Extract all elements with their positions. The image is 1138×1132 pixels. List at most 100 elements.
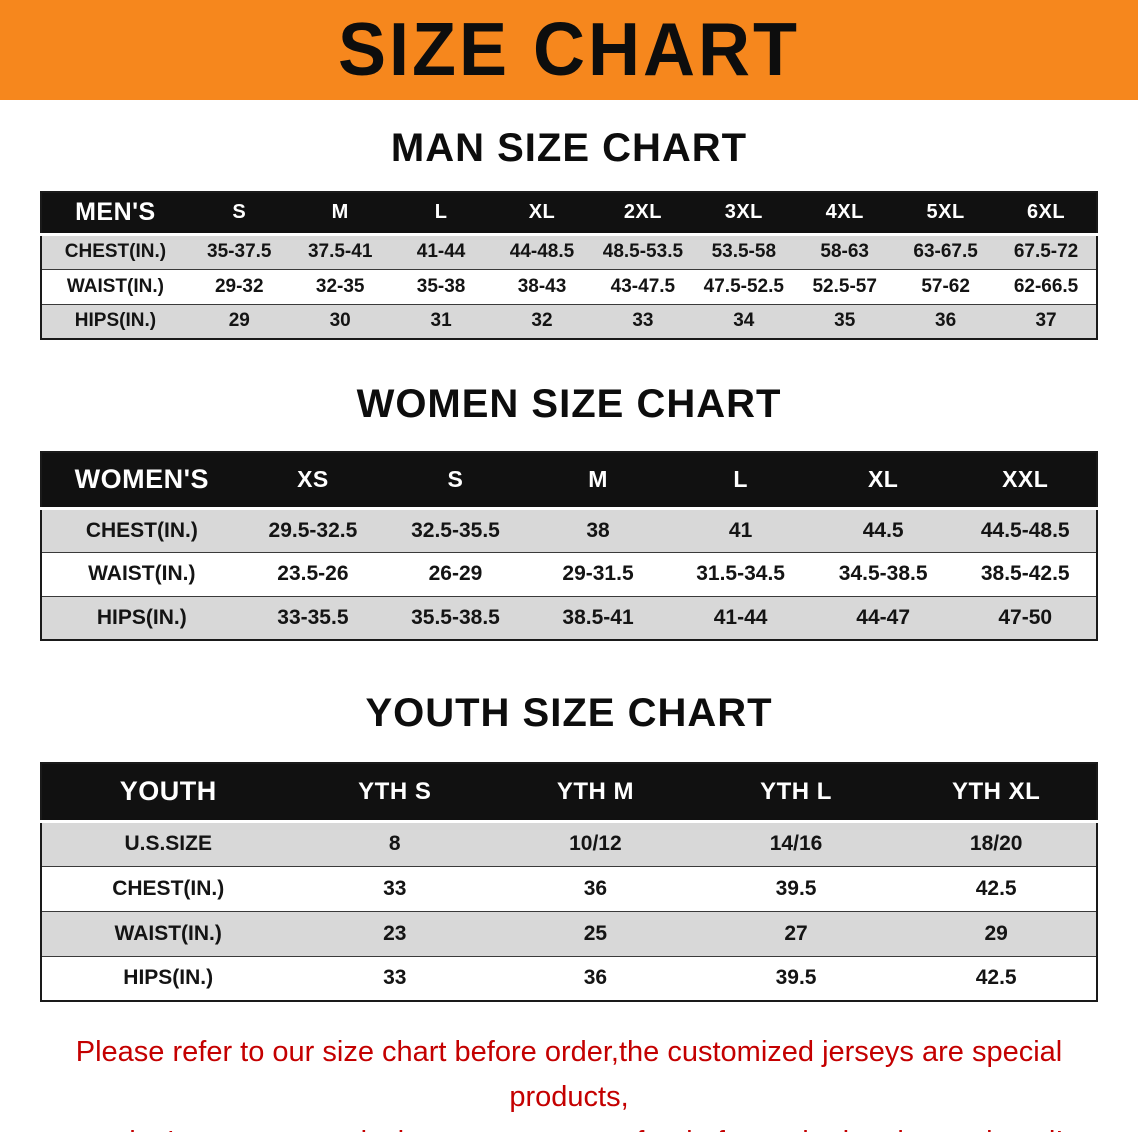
size-value-cell: 23.5-26 xyxy=(241,551,385,596)
size-column-header: XXL xyxy=(954,452,1097,510)
row-label: WAIST(IN.) xyxy=(41,910,295,956)
row-label: CHEST(IN.) xyxy=(41,233,189,269)
youth-size-table: YOUTH YTH S YTH M YTH L YTH XL U.S.SIZE 8 10/12… xyxy=(40,762,1098,1002)
row-label: CHEST(IN.) xyxy=(41,865,295,911)
size-value-cell: 44.5-48.5 xyxy=(954,507,1097,552)
table-header-row: MEN'S S M L XL 2XL 3XL 4XL 5XL 6XL xyxy=(41,192,1097,236)
disclaimer: Please refer to our size chart before or… xyxy=(0,1030,1138,1132)
row-label: HIPS(IN.) xyxy=(41,595,242,640)
size-column-header: 2XL xyxy=(592,192,694,236)
measurement-row: HIPS(IN.) 33-35.5 35.5-38.5 38.5-41 41-44 44-… xyxy=(41,595,1097,640)
size-value-cell: 58-63 xyxy=(794,233,896,269)
row-label: WAIST(IN.) xyxy=(41,551,242,596)
disclaimer-line-2: we don't accept cancel, change, teturn o… xyxy=(20,1120,1118,1132)
size-value-cell: 29 xyxy=(188,303,290,339)
youth-size-chart-section: YOUTH SIZE CHART YOUTH YTH S YTH M YTH L YTH … xyxy=(0,691,1138,1002)
size-value-cell: 34 xyxy=(693,303,795,339)
size-value-cell: 31.5-34.5 xyxy=(669,551,812,596)
size-value-cell: 36 xyxy=(895,303,997,339)
disclaimer-line-1: Please refer to our size chart before or… xyxy=(75,1036,1063,1113)
size-value-cell: 36 xyxy=(495,955,696,1001)
size-column-header: YTH XL xyxy=(896,763,1097,823)
size-value-cell: 27 xyxy=(695,910,897,956)
size-column-header: 6XL xyxy=(996,192,1097,236)
size-value-cell: 29-32 xyxy=(188,268,290,304)
page-title: SIZE CHART xyxy=(338,8,800,93)
size-column-header: XL xyxy=(811,452,955,510)
size-value-cell: 32 xyxy=(491,303,593,339)
row-label: HIPS(IN.) xyxy=(41,303,189,339)
size-value-cell: 42.5 xyxy=(896,955,1097,1001)
size-value-cell: 39.5 xyxy=(695,865,897,911)
size-value-cell: 33 xyxy=(294,955,496,1001)
size-value-cell: 29-31.5 xyxy=(526,551,670,596)
measurement-row: WAIST(IN.) 23 25 27 29 xyxy=(41,910,1097,956)
size-value-cell: 18/20 xyxy=(896,820,1097,866)
measurement-row: CHEST(IN.) 29.5-32.5 32.5-35.5 38 41 44.5 44.5… xyxy=(41,507,1097,552)
size-value-cell: 42.5 xyxy=(896,865,1097,911)
size-value-cell: 38.5-41 xyxy=(526,595,670,640)
men-size-table: MEN'S S M L XL 2XL 3XL 4XL 5XL 6XL CHEST(IN.) 35-37… xyxy=(40,191,1098,340)
youth-table-title: YOUTH xyxy=(41,763,295,823)
men-size-chart-section: MAN SIZE CHART MEN'S S M L XL 2XL 3XL 4XL 5XL 6XL C… xyxy=(0,126,1138,340)
size-value-cell: 47-50 xyxy=(954,595,1097,640)
size-value-cell: 35.5-38.5 xyxy=(384,595,527,640)
size-column-header: 5XL xyxy=(895,192,997,236)
size-value-cell: 29 xyxy=(896,910,1097,956)
size-column-header: S xyxy=(188,192,290,236)
size-value-cell: 67.5-72 xyxy=(996,233,1097,269)
row-label: WAIST(IN.) xyxy=(41,268,189,304)
measurement-row: CHEST(IN.) 33 36 39.5 42.5 xyxy=(41,865,1097,911)
size-value-cell: 8 xyxy=(294,820,496,866)
measurement-row: WAIST(IN.) 23.5-26 26-29 29-31.5 31.5-34.5 34… xyxy=(41,551,1097,596)
measurement-row: WAIST(IN.) 29-32 32-35 35-38 38-43 43-47.5 47.… xyxy=(41,268,1097,304)
measurement-row: HIPS(IN.) 29 30 31 32 33 34 35 36 37 xyxy=(41,303,1097,339)
size-value-cell: 41 xyxy=(669,507,812,552)
size-column-header: M xyxy=(526,452,670,510)
size-column-header: S xyxy=(384,452,527,510)
size-value-cell: 36 xyxy=(495,865,696,911)
table-header-row: WOMEN'S XS S M L XL XXL xyxy=(41,452,1097,510)
size-value-cell: 41-44 xyxy=(390,233,492,269)
size-chart-sections: MAN SIZE CHART MEN'S S M L XL 2XL 3XL 4XL 5XL 6XL C… xyxy=(0,126,1138,1002)
size-value-cell: 30 xyxy=(289,303,391,339)
size-value-cell: 35-37.5 xyxy=(188,233,290,269)
women-size-chart-section: WOMEN SIZE CHART WOMEN'S XS S M L XL XXL CHEST(I… xyxy=(0,382,1138,641)
size-value-cell: 38-43 xyxy=(491,268,593,304)
size-value-cell: 44-47 xyxy=(811,595,955,640)
size-value-cell: 38.5-42.5 xyxy=(954,551,1097,596)
men-section-heading: MAN SIZE CHART xyxy=(390,126,748,170)
row-label: CHEST(IN.) xyxy=(41,507,242,552)
size-value-cell: 35 xyxy=(794,303,896,339)
size-column-header: XS xyxy=(241,452,385,510)
measurement-row: HIPS(IN.) 33 36 39.5 42.5 xyxy=(41,955,1097,1001)
size-value-cell: 33 xyxy=(592,303,694,339)
measurement-row: CHEST(IN.) 35-37.5 37.5-41 41-44 44-48.5 48.5… xyxy=(41,233,1097,269)
size-value-cell: 62-66.5 xyxy=(996,268,1097,304)
size-value-cell: 10/12 xyxy=(495,820,696,866)
banner: SIZE CHART xyxy=(0,0,1138,100)
size-value-cell: 53.5-58 xyxy=(693,233,795,269)
size-value-cell: 41-44 xyxy=(669,595,812,640)
size-value-cell: 43-47.5 xyxy=(592,268,694,304)
youth-section-heading: YOUTH SIZE CHART xyxy=(365,691,773,735)
size-value-cell: 33-35.5 xyxy=(241,595,385,640)
size-value-cell: 63-67.5 xyxy=(895,233,997,269)
size-value-cell: 37 xyxy=(996,303,1097,339)
size-column-header: M xyxy=(289,192,391,236)
size-column-header: L xyxy=(669,452,812,510)
table-header-row: YOUTH YTH S YTH M YTH L YTH XL xyxy=(41,763,1097,823)
size-value-cell: 38 xyxy=(526,507,670,552)
size-column-header: YTH S xyxy=(294,763,496,823)
size-value-cell: 52.5-57 xyxy=(794,268,896,304)
size-value-cell: 57-62 xyxy=(895,268,997,304)
men-table-title: MEN'S xyxy=(41,192,189,236)
size-column-header: XL xyxy=(491,192,593,236)
size-value-cell: 48.5-53.5 xyxy=(592,233,694,269)
size-value-cell: 33 xyxy=(294,865,496,911)
size-value-cell: 35-38 xyxy=(390,268,492,304)
size-value-cell: 32-35 xyxy=(289,268,391,304)
size-column-header: 3XL xyxy=(693,192,795,236)
row-label: HIPS(IN.) xyxy=(41,955,295,1001)
